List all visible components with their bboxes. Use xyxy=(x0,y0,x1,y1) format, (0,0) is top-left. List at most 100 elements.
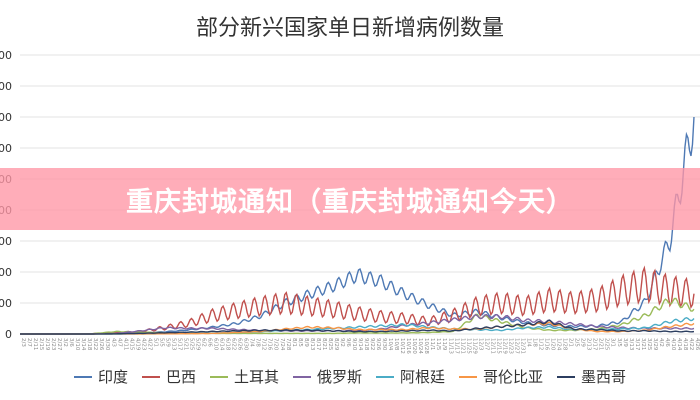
legend-swatch xyxy=(557,375,576,378)
x-tick-label: 6/22 xyxy=(231,338,237,350)
x-tick-label: 2/5 xyxy=(574,338,580,347)
x-tick-label: 10/20 xyxy=(411,338,417,354)
x-tick-label: 2/19 xyxy=(44,338,50,351)
x-tick-label: 6/18 xyxy=(225,338,231,351)
x-tick-label: 10/12 xyxy=(399,338,405,354)
x-tick-label: 2/15 xyxy=(38,338,44,351)
x-tick-label: 4/15 xyxy=(128,338,134,351)
x-tick-label: 8/9 xyxy=(303,338,309,347)
x-tick-label: 5/21 xyxy=(182,338,188,350)
x-tick-label: 8/5 xyxy=(297,338,303,347)
x-tick-label: 8/21 xyxy=(321,338,327,350)
x-tick-label: 8/13 xyxy=(309,338,315,351)
y-tick-label: 300000 xyxy=(0,142,12,155)
x-tick-label: 9/14 xyxy=(357,338,363,351)
legend-item[interactable]: 土耳其 xyxy=(209,366,279,387)
legend-item[interactable]: 印度 xyxy=(73,366,128,387)
x-tick-label: 5/1 xyxy=(152,338,158,347)
legend-label: 土耳其 xyxy=(233,368,279,386)
legend-swatch xyxy=(292,375,311,378)
x-tick-label: 3/18 xyxy=(86,338,92,351)
legend-item[interactable]: 墨西哥 xyxy=(557,366,626,387)
x-tick-label: 4/22 xyxy=(688,338,694,350)
x-tick-label: 4/10 xyxy=(670,338,676,351)
x-tick-label: 12/15 xyxy=(495,338,501,354)
x-tick-label: 10/28 xyxy=(423,338,429,354)
x-tick-label: 9/6 xyxy=(345,338,351,347)
x-tick-label: 4/2 xyxy=(658,338,664,347)
legend-swatch xyxy=(73,375,92,378)
x-tick-label: 11/17 xyxy=(453,338,459,354)
legend-item[interactable]: 哥伦比亚 xyxy=(459,366,543,387)
y-tick-label: 150000 xyxy=(0,235,12,248)
x-tick-label: 4/23 xyxy=(140,338,146,351)
x-tick-label: 9/2 xyxy=(339,338,345,347)
x-tick-label: 1/28 xyxy=(562,338,568,351)
x-tick-label: 3/21 xyxy=(640,338,646,350)
legend-swatch xyxy=(141,375,160,378)
x-tick-label: 7/24 xyxy=(279,338,285,351)
x-tick-label: 2/7 xyxy=(26,338,32,347)
x-tick-label: 12/11 xyxy=(489,338,495,354)
legend-label: 哥伦比亚 xyxy=(483,368,544,386)
x-tick-label: 12/3 xyxy=(477,338,483,351)
x-tick-label: 1/4 xyxy=(525,338,531,347)
legend-item[interactable]: 巴西 xyxy=(141,366,196,387)
x-tick-label: 3/10 xyxy=(74,338,80,351)
x-tick-label: 3/14 xyxy=(80,338,86,351)
y-tick-label: 100000 xyxy=(0,266,12,279)
x-tick-label: 11/1 xyxy=(429,338,435,350)
x-tick-label: 8/29 xyxy=(333,338,339,351)
x-tick-label: 3/5 xyxy=(616,338,622,347)
x-tick-label: 11/25 xyxy=(465,338,471,354)
x-tick-label: 6/26 xyxy=(237,338,243,351)
x-tick-label: 2/25 xyxy=(604,338,610,351)
x-tick-label: 4/14 xyxy=(676,338,682,351)
x-tick-label: 2/17 xyxy=(592,338,598,351)
legend-item[interactable]: 俄罗斯 xyxy=(292,366,362,387)
legend-label: 俄罗斯 xyxy=(316,368,362,386)
x-tick-label: 7/4 xyxy=(249,338,255,347)
x-tick-label: 3/22 xyxy=(92,338,98,350)
x-tick-label: 7/20 xyxy=(273,338,279,351)
legend-label: 墨西哥 xyxy=(581,368,627,386)
legend-swatch xyxy=(459,375,478,378)
x-tick-label: 3/17 xyxy=(634,338,640,351)
x-tick-label: 12/31 xyxy=(519,338,525,354)
x-tick-label: 4/26 xyxy=(694,338,700,351)
y-tick-label: 50000 xyxy=(0,297,12,310)
x-tick-label: 5/9 xyxy=(164,338,170,347)
x-tick-label: 1/12 xyxy=(538,338,544,350)
x-tick-label: 6/10 xyxy=(213,338,219,351)
x-tick-label: 5/25 xyxy=(188,338,194,351)
x-tick-label: 3/13 xyxy=(628,338,634,351)
x-tick-label: 7/16 xyxy=(267,338,273,351)
x-tick-label: 1/8 xyxy=(532,338,538,347)
x-tick-label: 7/8 xyxy=(255,338,261,347)
x-tick-label: 4/19 xyxy=(134,338,140,351)
x-tick-label: 8/1 xyxy=(291,338,297,347)
x-tick-label: 1/24 xyxy=(556,338,562,351)
legend-label: 巴西 xyxy=(165,368,196,386)
x-tick-label: 1/20 xyxy=(550,338,556,351)
x-tick-label: 7/12 xyxy=(261,338,267,350)
x-tick-label: 4/11 xyxy=(122,338,128,350)
chart-title: 部分新兴国家单日新增病例数量 xyxy=(195,16,504,41)
x-tick-label: 5/5 xyxy=(158,338,164,347)
x-tick-label: 3/30 xyxy=(104,338,110,351)
x-tick-label: 5/17 xyxy=(176,338,182,351)
x-tick-label: 3/2 xyxy=(62,338,68,347)
x-tick-label: 8/25 xyxy=(327,338,333,351)
y-tick-label: 450000 xyxy=(0,49,12,62)
x-tick-label: 2/13 xyxy=(586,338,592,351)
x-tick-label: 2/1 xyxy=(568,338,574,347)
legend-item[interactable]: 阿根廷 xyxy=(376,366,445,387)
x-tick-label: 3/26 xyxy=(98,338,104,351)
x-tick-label: 2/11 xyxy=(32,338,38,350)
x-tick-label: 10/4 xyxy=(387,338,393,351)
x-tick-label: 11/9 xyxy=(441,338,447,351)
banner-text: 重庆封城通知（重庆封城通知今天） xyxy=(126,186,574,218)
x-tick-label: 3/1 xyxy=(610,338,616,347)
x-tick-label: 6/2 xyxy=(201,338,207,347)
x-tick-label: 2/21 xyxy=(598,338,604,350)
